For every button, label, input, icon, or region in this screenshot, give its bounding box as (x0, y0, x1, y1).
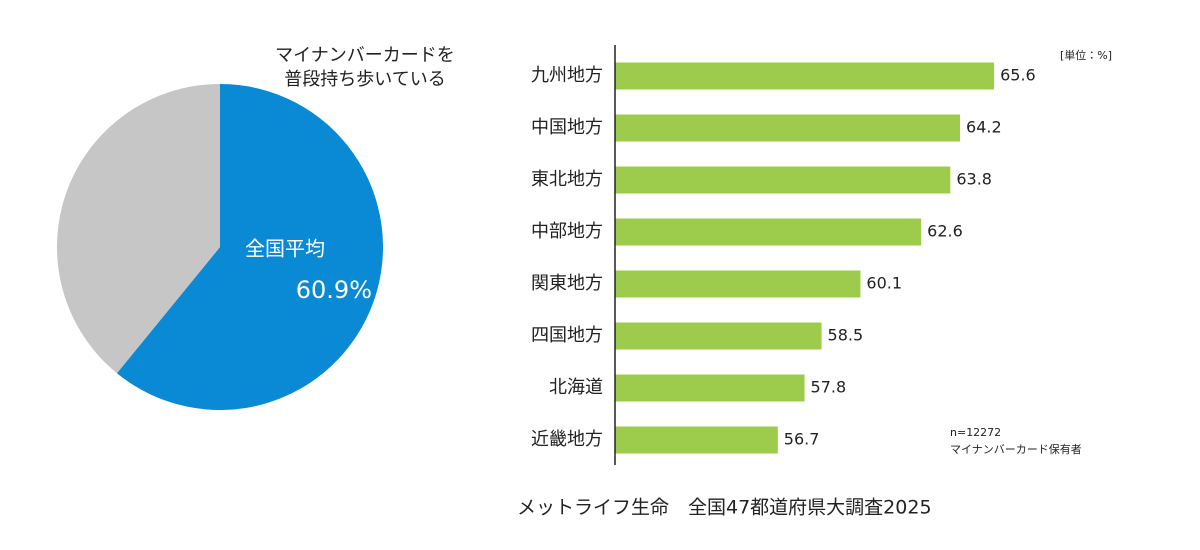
unit-label: [単位：%] (1060, 48, 1112, 62)
category-label: 中国地方 (531, 117, 603, 138)
bar (615, 270, 861, 298)
bar (615, 114, 961, 142)
source: メットライフ生命 全国47都道府県大調査2025 (517, 497, 932, 519)
value-label: 56.7 (784, 430, 820, 449)
bar (615, 322, 822, 350)
category-label: 近畿地方 (531, 429, 603, 450)
pie-title: 普段持ち歩いている (284, 69, 445, 90)
pie: 全国平均 60.9% (57, 84, 384, 410)
value-label: 58.5 (828, 326, 864, 345)
category-label: 四国地方 (531, 325, 603, 346)
bar (615, 426, 778, 454)
pie-slice (116, 84, 384, 410)
bar (615, 166, 951, 194)
value-label: 62.6 (927, 222, 963, 241)
value-label: 65.6 (1000, 66, 1036, 85)
note: n=12272 (950, 426, 1001, 439)
bar (615, 218, 922, 246)
category-label: 関東地方 (531, 273, 603, 294)
value-label: 64.2 (966, 118, 1002, 137)
slice-label: 全国平均 (245, 237, 325, 261)
note: マイナンバーカード保有者 (950, 442, 1082, 456)
value-label: 57.8 (811, 378, 847, 397)
value-label: 63.8 (956, 170, 992, 189)
bar-chart: 九州地方 65.6 中国地方 64.2 東北地方 63.8 中部地方 62.6 関東地方 60.1… (531, 45, 1036, 465)
slice-value-label: 60.9% (296, 276, 372, 304)
bar (615, 62, 995, 90)
category-label: 東北地方 (531, 169, 603, 190)
category-label: 九州地方 (531, 65, 603, 86)
value-label: 60.1 (866, 274, 902, 293)
bar (615, 374, 805, 402)
category-label: 中部地方 (531, 221, 603, 242)
pie-slice (57, 84, 221, 374)
category-label: 北海道 (549, 377, 603, 398)
pie-title: マイナンバーカードを (275, 45, 455, 66)
